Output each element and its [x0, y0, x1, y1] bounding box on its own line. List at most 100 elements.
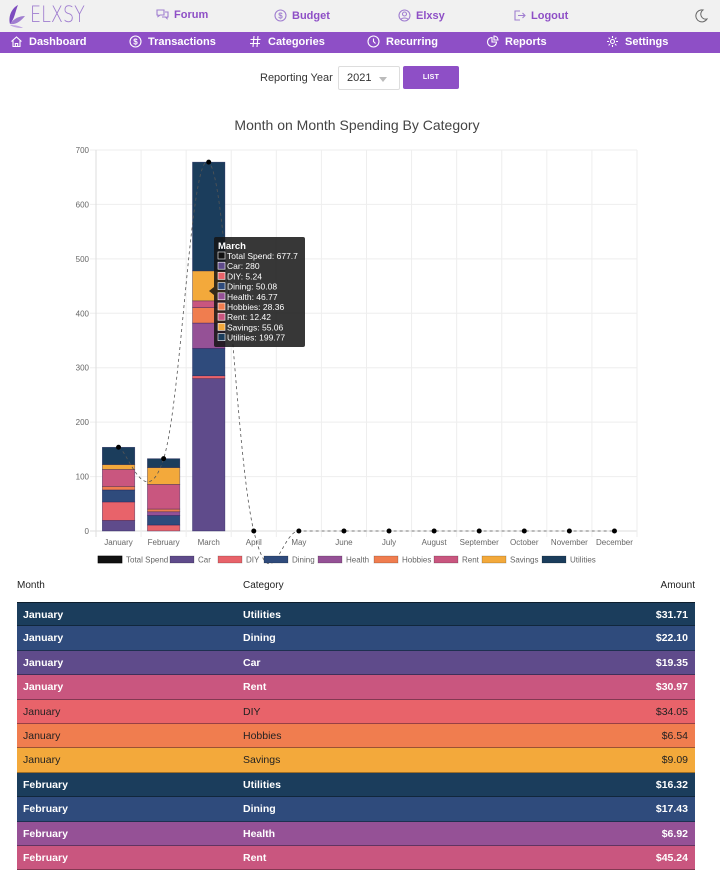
bar-segment-car[interactable]	[102, 520, 136, 532]
legend-label[interactable]: Savings	[510, 556, 538, 565]
nav-dashboard-label: Dashboard	[29, 35, 87, 48]
legend-label[interactable]: Rent	[462, 556, 480, 565]
bar-segment-utilities[interactable]	[102, 446, 136, 465]
legend-label[interactable]: Car	[198, 556, 211, 565]
table-row[interactable]: January Hobbies $6.54	[17, 723, 695, 749]
bar-segment-savings[interactable]	[147, 467, 181, 485]
legend-swatch[interactable]	[317, 555, 343, 564]
legend-swatch[interactable]	[263, 555, 289, 564]
nav-categories[interactable]: Categories	[249, 35, 325, 48]
legend-label[interactable]: DIY	[246, 556, 260, 565]
bar-segment-savings[interactable]	[102, 464, 136, 470]
cell-month: January	[23, 754, 61, 767]
clock-icon	[367, 35, 380, 48]
total-spend-point[interactable]	[476, 528, 482, 534]
topnav-logout-label: Logout	[531, 9, 569, 22]
total-spend-point[interactable]	[116, 444, 122, 450]
logo[interactable]: ELXSY	[6, 3, 99, 28]
chevron-down-icon	[379, 77, 387, 82]
total-spend-point[interactable]	[521, 528, 527, 534]
table-row[interactable]: January Rent $30.97	[17, 675, 695, 700]
legend-swatch[interactable]	[541, 555, 567, 564]
nav-settings-label: Settings	[625, 35, 669, 48]
nav-transactions[interactable]: $ Transactions	[129, 35, 216, 48]
legend-label[interactable]: Total Spend	[126, 556, 168, 565]
table-row[interactable]: January Utilities $31.71	[17, 602, 695, 627]
cell-month: February	[23, 851, 68, 864]
legend-swatch[interactable]	[169, 555, 195, 564]
pie-chart-icon	[486, 35, 499, 48]
total-spend-point[interactable]	[161, 456, 167, 462]
legend-swatch[interactable]	[433, 555, 459, 564]
table-row[interactable]: January Savings $9.09	[17, 748, 695, 773]
topnav-budget-label: Budget	[292, 9, 330, 22]
x-tick-label: June	[335, 538, 353, 547]
legend-label[interactable]: Utilities	[570, 556, 596, 565]
tooltip-swatch	[217, 272, 226, 280]
legend-label[interactable]: Health	[346, 556, 369, 565]
x-tick-label: December	[596, 538, 633, 547]
cell-month: January	[23, 705, 61, 718]
list-button[interactable]: LIST	[403, 66, 459, 89]
table-row[interactable]: February Dining $17.43	[17, 797, 695, 822]
cell-category: Savings	[243, 754, 281, 767]
table-row[interactable]: January Car $19.35	[17, 650, 695, 676]
cell-category: Rent	[243, 681, 267, 694]
legend-swatch[interactable]	[481, 555, 507, 564]
x-tick-label: October	[510, 538, 539, 547]
bar-segment-rent[interactable]	[102, 469, 136, 487]
x-tick-label: November	[551, 538, 588, 547]
bar-segment-health[interactable]	[147, 511, 181, 516]
bar-segment-diy[interactable]	[102, 501, 136, 521]
x-tick-label: January	[104, 538, 132, 547]
bar-segment-dining[interactable]	[102, 489, 136, 503]
total-spend-point[interactable]	[386, 528, 392, 534]
cell-category: Car	[243, 656, 261, 669]
tooltip-swatch	[217, 292, 226, 301]
tooltip-line: Hobbies: 28.36	[227, 302, 284, 312]
nav-recurring[interactable]: Recurring	[367, 35, 438, 48]
bar-segment-diy[interactable]	[147, 524, 181, 532]
logo-text: ELXSY	[30, 3, 85, 28]
total-spend-point[interactable]	[611, 528, 617, 534]
topnav-forum-label: Forum	[174, 9, 209, 21]
x-tick-label: September	[460, 538, 499, 547]
legend-swatch[interactable]	[373, 555, 399, 564]
total-spend-point[interactable]	[251, 528, 257, 534]
nav-dashboard[interactable]: Dashboard	[10, 35, 86, 48]
bar-segment-dining[interactable]	[192, 348, 226, 377]
total-spend-point[interactable]	[296, 528, 302, 534]
logout-icon	[514, 10, 526, 21]
year-select[interactable]: 2021	[338, 66, 400, 90]
bar-segment-hobbies[interactable]	[102, 486, 136, 491]
table-row[interactable]: February Rent $45.24	[17, 845, 695, 870]
total-spend-point[interactable]	[206, 159, 212, 165]
table-row[interactable]: February Utilities $16.32	[17, 772, 695, 798]
total-spend-point[interactable]	[341, 528, 347, 534]
bar-segment-dining[interactable]	[147, 515, 181, 526]
legend-swatch[interactable]	[97, 555, 123, 564]
bar-segment-rent[interactable]	[147, 484, 181, 510]
nav-reports[interactable]: Reports	[486, 35, 547, 48]
total-spend-point[interactable]	[566, 528, 572, 534]
table-row[interactable]: January DIY $34.05	[17, 699, 695, 724]
y-tick-label: 400	[76, 309, 90, 318]
table-row[interactable]: February Health $6.92	[17, 821, 695, 846]
total-spend-point[interactable]	[431, 528, 437, 534]
topnav-budget[interactable]: $ Budget	[274, 9, 330, 22]
nav-settings[interactable]: Settings	[606, 35, 668, 48]
bar-segment-diy[interactable]	[192, 375, 226, 379]
y-tick-label: 500	[76, 255, 90, 264]
legend-label[interactable]: Hobbies	[402, 556, 431, 565]
x-tick-label: July	[382, 538, 396, 547]
topnav-logout[interactable]: Logout	[513, 9, 568, 22]
topnav-forum[interactable]: Forum	[156, 9, 208, 21]
bar-segment-hobbies[interactable]	[147, 508, 181, 513]
dark-mode-moon-icon[interactable]	[695, 9, 708, 23]
legend-swatch[interactable]	[217, 555, 243, 564]
y-tick-label: 700	[76, 146, 90, 155]
legend-label[interactable]: Dining	[292, 556, 315, 565]
topnav-account[interactable]: Elxsy	[398, 9, 445, 22]
table-row[interactable]: January Dining $22.10	[17, 626, 695, 651]
bar-segment-car[interactable]	[192, 378, 226, 532]
